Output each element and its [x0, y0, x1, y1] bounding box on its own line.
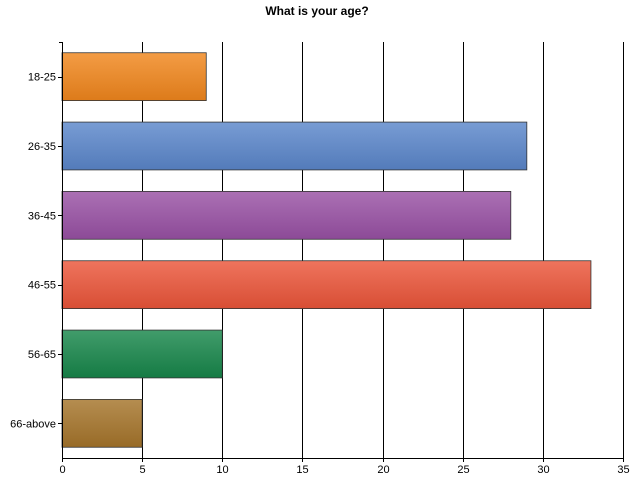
- x-tick-label: 0: [59, 464, 65, 476]
- tick-labels: 0 5 10 15 20 25 30 35 18-25 26-35 36-45 46-55 56-65 6…: [10, 72, 630, 476]
- bar-26-35: [61, 121, 528, 171]
- x-tick-label: 25: [457, 464, 469, 476]
- y-tick-label: 66-above: [10, 418, 56, 430]
- x-tick-label: 15: [296, 464, 308, 476]
- bars: [61, 52, 592, 448]
- x-tick-label: 20: [377, 464, 389, 476]
- y-tick-label: 56-65: [28, 349, 56, 361]
- x-tick-label: 10: [216, 464, 228, 476]
- x-tick-label: 30: [537, 464, 549, 476]
- y-tick-label: 18-25: [28, 72, 56, 84]
- y-tick-label: 26-35: [28, 141, 56, 153]
- x-tick-label: 5: [139, 464, 145, 476]
- bar-36-45: [61, 191, 512, 240]
- bar-56-65: [61, 329, 223, 379]
- grid-lines: [142, 42, 624, 458]
- y-tick-label: 46-55: [28, 280, 56, 292]
- y-tick-label: 36-45: [28, 210, 56, 222]
- bar-66-above: [61, 399, 143, 448]
- chart-title: What is your age?: [265, 4, 369, 18]
- x-tick-label: 35: [617, 464, 629, 476]
- bar-18-25: [61, 52, 207, 101]
- axes: [58, 42, 624, 462]
- bar-46-55: [61, 260, 592, 309]
